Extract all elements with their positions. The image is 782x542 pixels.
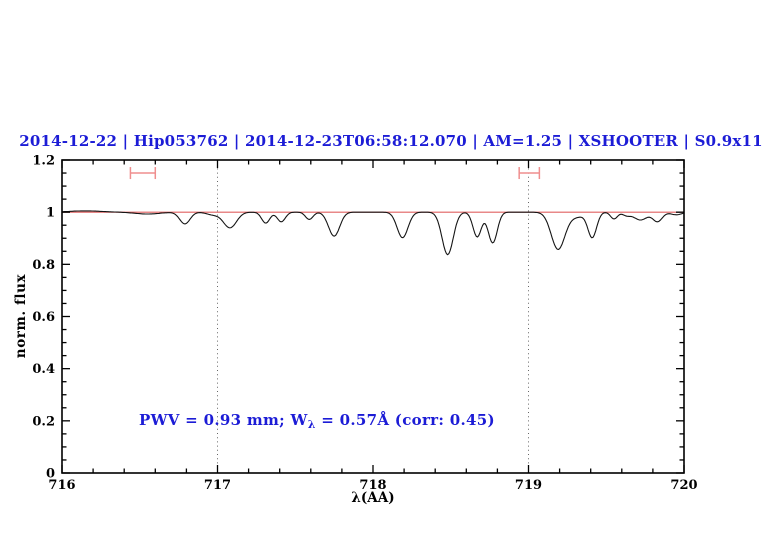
annotation-prefix: PWV = 0.93 mm; W <box>139 411 308 429</box>
y-tick-label: 0.8 <box>32 258 55 273</box>
y-tick-label: 0.4 <box>32 362 55 377</box>
y-tick-label: 0.6 <box>32 310 55 325</box>
spectrum-line <box>62 210 685 256</box>
annotation-lambda-subscript: λ <box>307 418 316 431</box>
pwv-annotation: PWV = 0.93 mm; Wλ = 0.57Å (corr: 0.45) <box>139 411 495 431</box>
x-tick-label: 717 <box>204 478 231 493</box>
x-axis-label: λ(AA) <box>351 490 395 506</box>
annotation-suffix: = 0.57Å (corr: 0.45) <box>315 411 495 429</box>
x-tick-label: 720 <box>670 478 697 493</box>
y-tick-label: 0.2 <box>32 414 55 429</box>
plot-frame <box>61 159 685 474</box>
x-tick-label: 718 <box>359 478 386 493</box>
y-tick-label: 0 <box>46 467 55 482</box>
x-tick-label: 716 <box>48 478 75 493</box>
y-tick-label: 1.2 <box>32 154 55 169</box>
y-tick-label: 1 <box>46 206 55 221</box>
plot-title: 2014-12-22 | Hip053762 | 2014-12-23T06:5… <box>19 132 763 150</box>
x-tick-label: 719 <box>515 478 542 493</box>
y-axis-label: norm. flux <box>13 273 29 359</box>
